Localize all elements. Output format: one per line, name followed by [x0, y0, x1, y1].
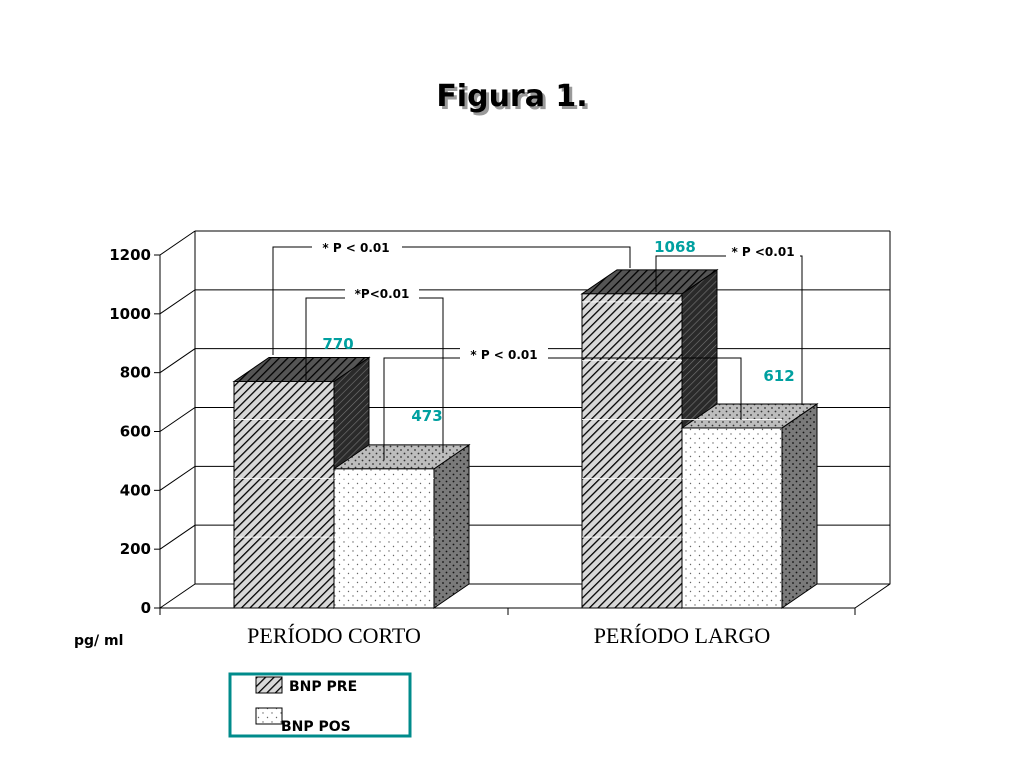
category-label-corto: PERÍODO CORTO: [247, 623, 421, 648]
legend: BNP PRE BNP POS: [228, 672, 412, 738]
y-tick-label-4: 800: [120, 364, 151, 382]
bar-0-1: [580, 268, 719, 609]
y-tick-label-5: 1000: [109, 305, 151, 323]
annotation-4: * P <0.01: [731, 245, 794, 259]
significance-labels: * P < 0.01 *P<0.01 * P < 0.01 * P <0.01: [312, 240, 800, 363]
bracket-pos-corto-pos-largo: [383, 357, 742, 460]
legend-swatch-pre: [255, 676, 283, 694]
legend-swatch-pos: [255, 707, 283, 725]
annotation-2: *P<0.01: [355, 287, 410, 301]
legend-label-pos: BNP POS: [281, 719, 351, 735]
category-label-largo: PERÍODO LARGO: [594, 623, 771, 648]
bars: [232, 268, 819, 609]
y-tick-label-0: 0: [141, 599, 151, 617]
bar-front-1-0: [333, 468, 435, 609]
data-labels: 770 473 1068 612: [322, 238, 794, 425]
data-label-0-1: 1068: [654, 238, 696, 256]
y-tick-label-2: 400: [120, 481, 151, 499]
bracket-pre-corto-pre-largo: [272, 246, 631, 355]
y-axis: 0 200 400 600 800 1000 1200: [109, 246, 856, 617]
y-tick-label-3: 600: [120, 423, 151, 441]
data-label-1-0: 473: [411, 407, 442, 425]
chart-title: Figura 1.: [436, 79, 587, 114]
y-tick-label-1: 200: [120, 540, 151, 558]
bar-side-1-0: [433, 443, 470, 609]
chart-title-shadow: Figura 1.: [439, 82, 590, 117]
y-axis-unit: pg/ ml: [74, 633, 123, 649]
bar-front-1-1: [681, 427, 783, 609]
gridline-5: [159, 289, 890, 315]
y-tick-label-6: 1200: [109, 246, 151, 264]
annotation-1: * P < 0.01: [322, 241, 389, 255]
bar-1-1: [680, 403, 819, 609]
bar-1-0: [332, 443, 471, 609]
legend-label-pre: BNP PRE: [289, 679, 357, 695]
significance-brackets: [272, 246, 803, 460]
bar-front-0-0: [233, 380, 335, 609]
annotation-3: * P < 0.01: [470, 348, 537, 362]
bar-front-0-1: [581, 293, 683, 609]
data-label-0-0: 770: [322, 335, 353, 353]
bar-side-1-1: [781, 403, 818, 609]
data-label-1-1: 612: [763, 367, 794, 385]
